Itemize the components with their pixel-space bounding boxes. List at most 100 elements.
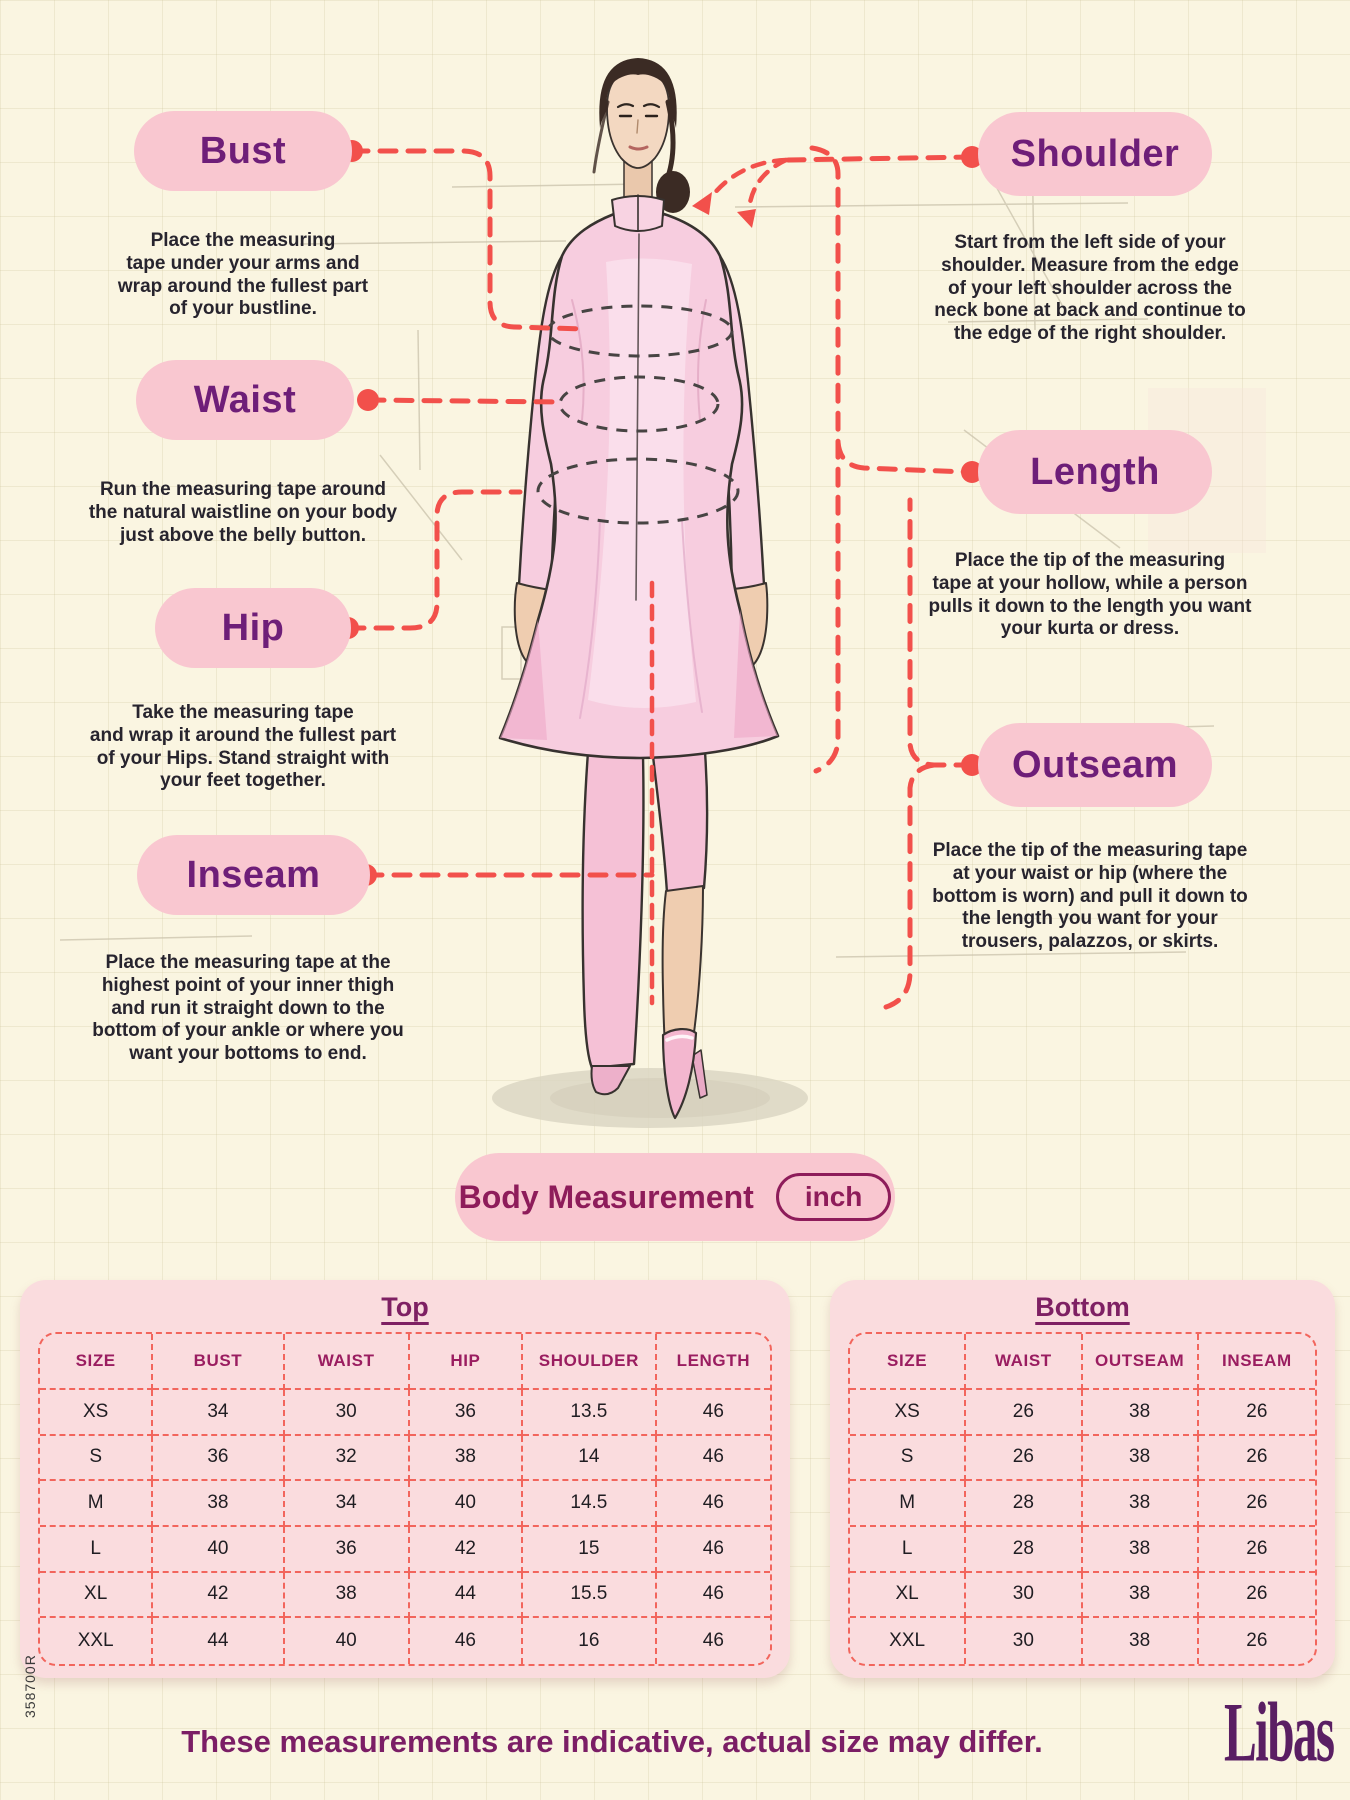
table-cell: 30 <box>966 1618 1083 1664</box>
table-cell: 16 <box>523 1618 657 1664</box>
bottom-table-title: Bottom <box>1035 1292 1130 1322</box>
column-header: OUTSEAM <box>1082 1334 1199 1390</box>
table-cell: 42 <box>409 1527 524 1573</box>
table-cell: 40 <box>285 1618 410 1664</box>
waist-ellipse <box>558 375 720 433</box>
table-cell: XL <box>850 1572 967 1619</box>
length-connector <box>835 439 969 475</box>
table-cell: 15.5 <box>523 1572 657 1619</box>
waist-connector <box>365 397 563 405</box>
table-cell: M <box>40 1481 154 1527</box>
shoulder-connector <box>783 154 975 163</box>
table-cell: XXL <box>850 1618 967 1664</box>
inseam-description: Place the measuring tape at the highest … <box>92 952 404 1065</box>
hip-connector <box>345 489 523 631</box>
column-header: INSEAM <box>1198 1334 1315 1390</box>
table-cell: 26 <box>1246 1630 1268 1652</box>
outseam-bracket-down <box>883 762 937 1010</box>
table-cell: 38 <box>1082 1527 1199 1573</box>
hip-label-pill: Hip <box>155 588 351 668</box>
table-cell: 30 <box>966 1572 1083 1619</box>
shoulder-arrowheads <box>692 192 756 228</box>
table-cell: S <box>850 1435 967 1482</box>
length-label-pill: Length <box>978 430 1212 514</box>
table-cell: 32 <box>284 1435 410 1482</box>
table-cell: S <box>40 1435 154 1482</box>
table-cell: 26 <box>1198 1436 1315 1482</box>
brand-logo: Libas <box>1224 1685 1335 1780</box>
unit-badge: inch <box>775 1173 892 1221</box>
column-header: BUST <box>153 1334 285 1390</box>
table-cell: L <box>40 1527 154 1573</box>
column-header: WAIST <box>284 1334 410 1390</box>
table-cell: L <box>850 1527 967 1573</box>
table-cell: 46 <box>656 1481 770 1527</box>
table-cell: 38 <box>153 1481 285 1527</box>
table-cell: 44 <box>153 1618 285 1664</box>
table-cell: 36 <box>153 1435 285 1482</box>
column-header: WAIST <box>966 1334 1083 1390</box>
table-cell: 26 <box>966 1435 1083 1482</box>
table-cell: XXL <box>40 1618 154 1664</box>
disclaimer-note: These measurements are indicative, actua… <box>181 1724 1043 1759</box>
table-cell: 14.5 <box>523 1481 657 1527</box>
table-cell: 34 <box>284 1481 410 1527</box>
table-cell: 46 <box>702 1630 724 1652</box>
column-header: SIZE <box>40 1334 154 1390</box>
table-cell: 26 <box>966 1390 1083 1436</box>
waist-description: Run the measuring tape around the natura… <box>88 479 398 546</box>
table-cell: 15 <box>523 1527 657 1573</box>
table-cell: 36 <box>409 1390 524 1436</box>
sku-code: 358700R <box>22 1654 38 1718</box>
waist-label-pill: Waist <box>136 360 354 440</box>
table-cell: 38 <box>284 1572 410 1619</box>
outseam-description: Place the tip of the measuring tape at y… <box>932 840 1248 953</box>
body-measurement-label: Body Measurement <box>458 1178 754 1215</box>
column-header: LENGTH <box>656 1334 770 1390</box>
shoulder-description: Start from the left side of your shoulde… <box>934 232 1246 345</box>
table-cell: 14 <box>523 1435 657 1482</box>
table-cell: 38 <box>1083 1618 1199 1664</box>
table-cell: 38 <box>409 1435 524 1482</box>
inseam-label-pill: Inseam <box>137 835 370 915</box>
hip-description: Take the measuring tape and wrap it arou… <box>89 702 397 792</box>
table-cell: XS <box>40 1390 154 1436</box>
table-cell: 38 <box>1082 1572 1199 1619</box>
hip-ellipse <box>536 457 740 525</box>
table-cell: 26 <box>1198 1390 1315 1436</box>
bust-description: Place the measuring tape under your arms… <box>117 230 369 320</box>
table-cell: 26 <box>1198 1527 1315 1573</box>
top-table-title: Top <box>381 1292 429 1322</box>
table-cell: 46 <box>656 1527 770 1573</box>
connector-lines <box>345 145 975 1010</box>
table-cell: 38 <box>1082 1435 1199 1482</box>
table-cell: 46 <box>410 1618 524 1664</box>
column-header: HIP <box>409 1334 524 1390</box>
table-cell: 28 <box>966 1527 1083 1573</box>
floor-shadow <box>492 1068 808 1128</box>
length-bracket <box>809 145 841 774</box>
face <box>606 69 670 169</box>
shoe <box>661 1028 698 1120</box>
heel <box>691 1049 708 1099</box>
shoulder-label-pill: Shoulder <box>978 112 1212 196</box>
table-cell: 40 <box>409 1481 524 1527</box>
bottom-size-table: SIZE WAIST OUTSEAM INSEAM XS 26 38 26 S … <box>848 1332 1317 1666</box>
body-measurement-pill: Body Measurement inch <box>455 1153 895 1241</box>
table-cell: 26 <box>1198 1481 1315 1527</box>
table-cell: 46 <box>656 1436 770 1482</box>
table-cell: XL <box>40 1572 154 1619</box>
length-description: Place the tip of the measuring tape at y… <box>928 550 1252 640</box>
hair <box>599 58 677 128</box>
top-size-table: SIZE BUST WAIST HIP SHOULDER LENGTH XS 3… <box>38 1332 772 1666</box>
measurement-ellipses <box>536 304 740 525</box>
table-cell: 46 <box>656 1390 770 1436</box>
table-cell: 38 <box>1082 1481 1199 1527</box>
table-cell: 44 <box>409 1572 524 1619</box>
table-cell: XS <box>850 1390 967 1436</box>
fashion-figure <box>498 58 780 1120</box>
table-cell: 28 <box>966 1481 1083 1527</box>
top-size-card: Top SIZE BUST WAIST HIP SHOULDER LENGTH … <box>20 1280 790 1678</box>
table-cell: M <box>850 1481 967 1527</box>
